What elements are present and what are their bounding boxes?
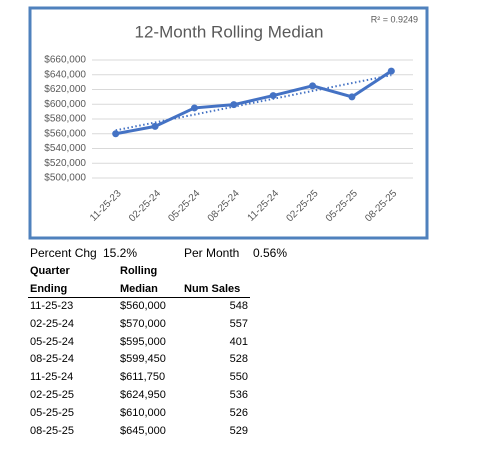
table-cell: $610,000 [120,406,166,419]
chart: 12-Month Rolling Median R² = 0.9249 $500… [28,6,429,240]
table-cell: 08-25-25 [30,424,75,437]
table-cell: 550 [229,371,248,384]
table-cell: $624,950 [120,389,166,401]
table-cell: 401 [229,335,248,348]
header-rule [28,297,250,298]
table-cell: 11-25-24 [30,371,74,384]
table-cell: 05-25-25 [30,406,75,419]
table-cell: $570,000 [120,317,166,330]
chart-frame [28,6,429,240]
table-cell: 05-25-24 [30,335,75,348]
data-point [112,130,120,138]
table-cell: $599,450 [120,353,166,366]
percent-label: Percent Chg [30,246,97,260]
y-tick-label: $580,000 [44,114,86,125]
table-cell: 548 [229,300,248,312]
percent-value: 15.2% [103,246,138,260]
month-label: Per Month [184,246,240,260]
table-cell: $611,750 [120,371,166,384]
table-cell: 557 [229,317,248,330]
y-tick-label: $500,000 [44,173,86,184]
trendline [115,74,392,132]
data-point [151,122,159,130]
table-cell: 02-25-25 [30,389,75,401]
data-point [230,101,238,109]
table-cell: 08-25-24 [30,353,75,366]
y-tick-label: $540,000 [44,143,86,154]
table-cell: Ending [30,283,68,295]
y-tick-label: $520,000 [44,158,86,169]
y-tick-label: $560,000 [44,128,86,139]
y-tick-label: $660,000 [44,55,86,66]
r-squared: R² = 0.9249 [371,14,418,24]
data-point [309,82,317,90]
chart-title: 12-Month Rolling Median [135,22,324,41]
table-cell: 536 [229,389,248,401]
table-cell: Quarter [30,265,70,277]
table-cell: $560,000 [120,300,166,312]
table-cell: 11-25-23 [30,300,74,312]
month-value: 0.56% [253,246,288,260]
y-tick-label: $640,000 [44,69,86,80]
data-line [115,69,393,136]
data-point [348,93,356,101]
table-cell: Rolling [120,265,158,277]
table-cell: 529 [229,424,248,437]
table-cell: $645,000 [120,424,166,437]
table-cell: $595,000 [120,335,166,348]
y-tick-label: $620,000 [44,84,86,95]
data-point [269,92,277,100]
table-cell: Num Sales [184,283,241,295]
y-tick-label: $600,000 [44,99,86,110]
table-cell: 526 [229,406,248,419]
table-cell: Median [120,283,158,295]
table-cell: 02-25-24 [30,317,75,330]
table-cell: 528 [229,353,248,366]
data-point [387,67,395,75]
data-point [190,104,198,112]
